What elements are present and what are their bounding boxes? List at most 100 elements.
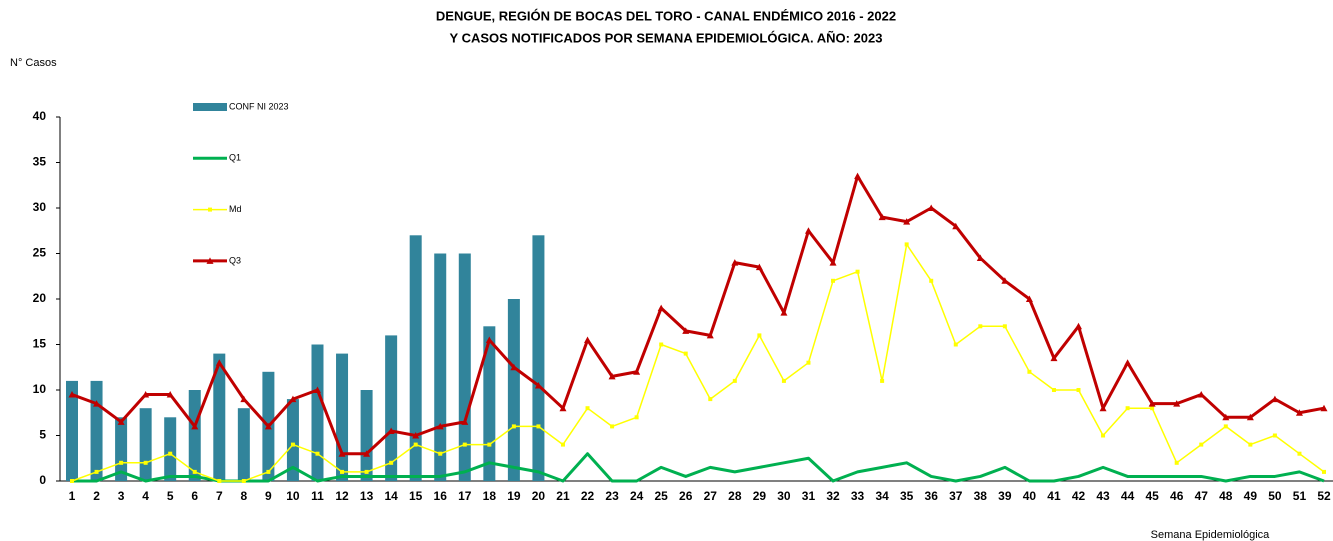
point-marker [952,222,960,230]
bar [139,408,152,481]
point-marker [1199,442,1204,447]
point-marker [264,422,272,430]
point-marker [166,391,174,398]
point-marker [387,427,395,434]
point-marker [1271,395,1279,403]
x-tick-label: 33 [851,489,865,503]
point-marker [413,442,418,447]
x-tick-label: 34 [875,489,889,503]
point-marker [313,386,321,393]
x-tick-label: 32 [826,489,840,503]
bar [360,390,373,481]
bar [532,235,545,481]
point-marker [831,278,836,283]
x-tick-label: 46 [1170,489,1184,503]
point-marker [289,395,297,403]
x-tick-label: 21 [556,489,570,503]
x-tick-label: 41 [1047,489,1061,503]
x-tick-label: 3 [118,489,125,503]
point-marker [240,395,248,403]
point-marker [608,372,616,380]
x-tick-label: 38 [974,489,988,503]
x-tick-label: 47 [1195,489,1209,503]
y-tick-label: 40 [33,109,47,123]
point-marker [315,451,320,456]
y-tick-label: 30 [33,200,47,214]
x-tick-label: 45 [1145,489,1159,503]
x-tick-label: 10 [286,489,300,503]
line [71,243,1325,482]
point-marker [510,363,518,371]
x-tick-label: 26 [679,489,693,503]
line [71,174,1325,456]
x-tick-label: 27 [704,489,718,503]
point-marker [436,422,444,430]
x-tick-label: 19 [507,489,521,503]
bar [311,344,324,481]
point-marker [1322,469,1326,474]
y-tick-label: 5 [39,428,46,442]
x-tick-label: 44 [1121,489,1135,503]
x-tick-label: 39 [998,489,1012,503]
x-tick-label: 15 [409,489,423,503]
point-marker [1002,324,1007,329]
chart-subtitle: Y CASOS NOTIFICADOS POR SEMANA EPIDEMIOL… [450,30,883,45]
line [72,452,1325,483]
point-marker [117,418,125,425]
point-marker [1246,413,1254,421]
x-tick-label: 16 [434,489,448,503]
bar [164,417,177,481]
point-marker [1027,369,1032,374]
point-marker [142,391,150,398]
point-marker [757,333,762,338]
point-marker [338,450,346,457]
point-marker [682,327,690,334]
point-marker [412,432,420,439]
point-marker [290,442,295,447]
bar [507,299,520,481]
point-marker [731,259,739,266]
x-tick-label: 22 [581,489,595,503]
x-tick-label: 49 [1244,489,1258,503]
y-tick-label: 15 [33,337,47,351]
legend-marker [206,257,214,264]
x-tick-label: 14 [384,489,398,503]
point-marker [929,278,934,283]
bar [237,408,250,481]
x-tick-label: 4 [142,489,149,503]
x-tick-label: 48 [1219,489,1233,503]
y-tick-label: 20 [33,291,47,305]
point-marker [1150,406,1155,411]
point-marker [438,451,443,456]
point-marker [119,460,124,465]
x-tick-label: 17 [458,489,472,503]
point-marker [804,227,812,234]
point-marker [143,460,148,465]
point-marker [485,336,493,343]
point-marker [780,309,788,316]
point-marker [1174,460,1179,465]
bar [66,380,78,481]
bar [188,390,201,481]
point-marker [364,469,369,474]
x-tick-label: 23 [605,489,619,503]
point-marker [633,368,641,375]
legend-label: Q3 [229,255,241,265]
point-marker [93,400,101,407]
point-marker [878,213,886,221]
x-tick-label: 18 [483,489,497,503]
point-marker [976,254,984,262]
point-marker [1197,391,1205,398]
point-marker [191,422,199,430]
point-marker [927,204,935,211]
point-marker [903,218,911,225]
point-marker [1173,400,1181,407]
point-marker [511,424,516,429]
x-tick-label: 29 [753,489,767,503]
chart-title: DENGUE, REGIÓN DE BOCAS DEL TORO - CANAL… [436,8,896,23]
y-tick-label: 25 [33,246,47,260]
x-tick-label: 6 [191,489,198,503]
point-marker [880,378,885,383]
point-marker [363,450,371,457]
point-marker [806,360,811,365]
